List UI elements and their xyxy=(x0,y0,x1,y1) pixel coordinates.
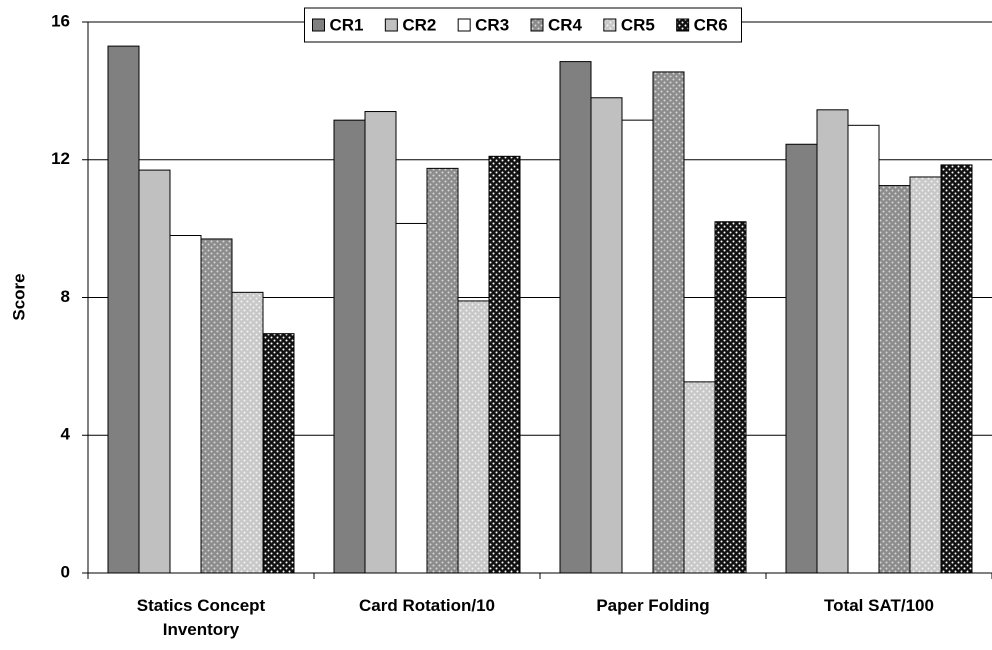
bar xyxy=(847,124,880,574)
legend-label: CR1 xyxy=(330,15,364,34)
y-tick-label: 4 xyxy=(61,425,71,444)
y-tick-label: 12 xyxy=(51,149,70,168)
y-axis-label: Score xyxy=(9,273,28,320)
bar xyxy=(488,155,521,574)
y-tick-label: 16 xyxy=(51,11,70,30)
legend-swatch xyxy=(312,18,325,32)
bar xyxy=(878,185,911,574)
legend-label: CR2 xyxy=(402,15,436,34)
bar xyxy=(395,222,428,574)
x-tick-label: Statics Concept Inventory xyxy=(136,596,266,639)
bar xyxy=(909,176,942,574)
bar xyxy=(816,109,849,574)
bar xyxy=(785,143,818,574)
bar xyxy=(652,71,685,574)
x-tick-label: Paper Folding xyxy=(596,596,710,615)
bar xyxy=(231,291,264,574)
legend-swatch xyxy=(530,18,544,32)
legend-swatch xyxy=(384,18,398,32)
bar xyxy=(621,119,654,574)
bar xyxy=(714,221,747,574)
bar xyxy=(559,61,592,574)
bar xyxy=(138,169,171,574)
bar xyxy=(426,167,459,574)
legend-label: CR5 xyxy=(621,15,655,34)
bar xyxy=(107,45,140,574)
bar xyxy=(262,333,295,574)
y-tick-label: 8 xyxy=(61,287,70,306)
legend-label: CR6 xyxy=(694,15,728,34)
legend-box xyxy=(304,7,742,43)
bar xyxy=(590,97,623,574)
bar xyxy=(169,235,202,574)
bar xyxy=(940,164,973,574)
legend-swatch xyxy=(603,18,617,32)
bar xyxy=(364,111,397,574)
legend-label: CR3 xyxy=(475,15,509,34)
x-tick-label: Total SAT/100 xyxy=(824,596,934,615)
x-tick-label: Card Rotation/10 xyxy=(358,596,496,615)
legend-swatch xyxy=(457,18,471,32)
bar xyxy=(333,119,366,574)
bar xyxy=(457,300,490,574)
y-tick-label: 0 xyxy=(61,562,70,581)
bar xyxy=(683,381,716,574)
legend-label: CR4 xyxy=(548,15,583,34)
bar xyxy=(200,238,233,574)
legend-swatch xyxy=(676,18,690,32)
